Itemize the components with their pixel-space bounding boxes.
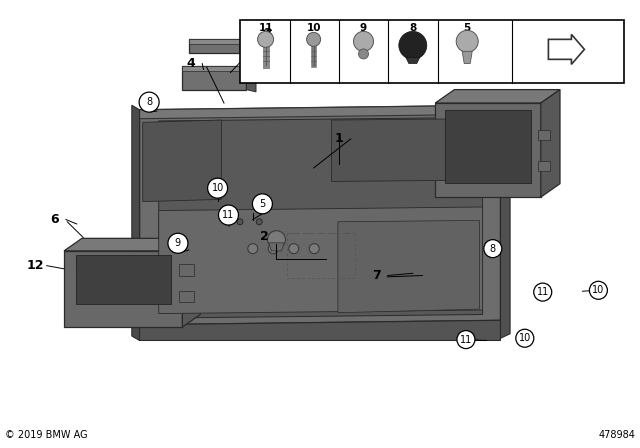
Text: 1: 1 — [335, 132, 344, 146]
Bar — [240, 20, 624, 83]
Text: 7: 7 — [372, 269, 381, 282]
Text: 8: 8 — [146, 97, 152, 107]
Text: 10: 10 — [211, 183, 224, 193]
Circle shape — [399, 31, 427, 59]
Polygon shape — [159, 117, 483, 318]
Text: 5: 5 — [259, 199, 266, 209]
Circle shape — [307, 32, 321, 46]
Text: 3: 3 — [263, 27, 272, 40]
Text: 11: 11 — [222, 210, 235, 220]
Text: 8: 8 — [409, 23, 417, 33]
Polygon shape — [538, 161, 550, 171]
Polygon shape — [64, 251, 182, 327]
Polygon shape — [140, 105, 500, 325]
Polygon shape — [541, 90, 560, 197]
Polygon shape — [462, 52, 472, 64]
Text: 9: 9 — [360, 23, 367, 33]
Polygon shape — [76, 255, 171, 304]
Polygon shape — [189, 39, 317, 44]
Text: 5: 5 — [463, 23, 471, 33]
Polygon shape — [179, 264, 194, 276]
Text: 2: 2 — [260, 229, 269, 243]
Polygon shape — [317, 39, 330, 55]
Circle shape — [484, 240, 502, 258]
Circle shape — [257, 31, 274, 47]
Polygon shape — [548, 34, 584, 65]
Circle shape — [139, 92, 159, 112]
Polygon shape — [64, 238, 200, 251]
Polygon shape — [269, 243, 284, 251]
Text: 11: 11 — [259, 23, 273, 33]
Text: 10: 10 — [307, 23, 321, 33]
Text: 11: 11 — [536, 287, 549, 297]
Circle shape — [252, 194, 273, 214]
Circle shape — [207, 178, 228, 198]
Circle shape — [168, 233, 188, 253]
Polygon shape — [445, 110, 531, 183]
Text: 9: 9 — [175, 238, 181, 248]
Text: 478984: 478984 — [598, 430, 635, 440]
Polygon shape — [435, 90, 560, 103]
Text: 12: 12 — [26, 259, 44, 272]
Polygon shape — [182, 66, 246, 90]
Circle shape — [256, 219, 262, 225]
Text: © 2019 BMW AG: © 2019 BMW AG — [5, 430, 88, 440]
Circle shape — [589, 281, 607, 299]
Polygon shape — [182, 238, 200, 327]
Polygon shape — [140, 105, 500, 119]
Circle shape — [309, 244, 319, 254]
Polygon shape — [140, 320, 500, 340]
Polygon shape — [332, 119, 479, 181]
Circle shape — [358, 49, 369, 59]
Polygon shape — [500, 101, 510, 338]
Polygon shape — [143, 120, 221, 202]
Circle shape — [268, 244, 278, 254]
Circle shape — [534, 283, 552, 301]
Polygon shape — [538, 130, 550, 140]
Circle shape — [218, 205, 239, 225]
Polygon shape — [132, 105, 140, 340]
Polygon shape — [338, 220, 479, 313]
Text: 11: 11 — [460, 335, 472, 345]
Circle shape — [457, 331, 475, 349]
Circle shape — [353, 31, 374, 52]
Polygon shape — [77, 258, 102, 273]
Polygon shape — [435, 103, 541, 197]
Circle shape — [268, 231, 285, 249]
Polygon shape — [179, 291, 194, 302]
Text: 10: 10 — [518, 333, 531, 343]
Polygon shape — [159, 207, 483, 314]
Text: 10: 10 — [592, 285, 605, 295]
Text: 8: 8 — [490, 244, 496, 254]
Polygon shape — [189, 39, 317, 53]
Polygon shape — [406, 57, 420, 64]
Text: 4: 4 — [186, 57, 195, 70]
Polygon shape — [246, 66, 256, 92]
Circle shape — [516, 329, 534, 347]
Circle shape — [237, 219, 243, 225]
Circle shape — [456, 30, 478, 52]
Polygon shape — [182, 66, 246, 71]
Text: 6: 6 — [50, 213, 59, 226]
Circle shape — [289, 244, 299, 254]
Circle shape — [248, 244, 258, 254]
